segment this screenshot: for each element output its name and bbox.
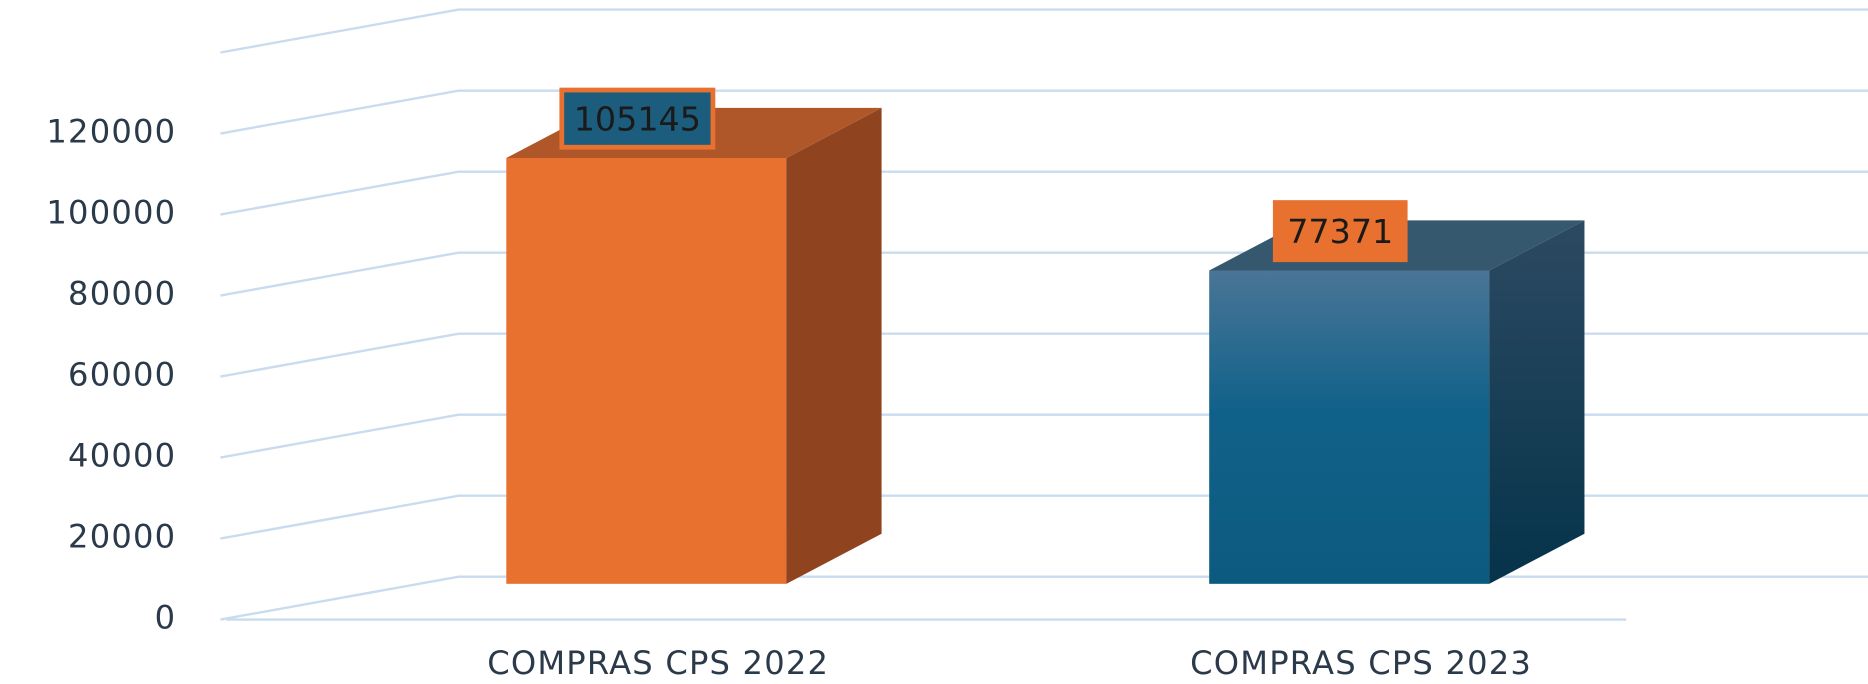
y-tick-label: 100000 [46, 194, 176, 232]
value-label-box [1272, 200, 1408, 263]
bar-side [786, 107, 882, 584]
bar-front [1209, 270, 1490, 584]
x-tick-label: COMPRAS CPS 2022 [487, 644, 829, 682]
bar-side [1489, 220, 1585, 584]
grid-line [220, 575, 1868, 621]
y-tick-label: 40000 [68, 437, 176, 475]
y-tick-label: 0 [155, 599, 177, 637]
y-tick-label: 120000 [46, 113, 176, 151]
grid-line [220, 251, 1868, 297]
grid-line [220, 332, 1868, 378]
value-label: 105145 [574, 100, 701, 139]
grid-line [220, 89, 1868, 135]
bar-front [506, 157, 787, 584]
grid-line [220, 8, 1868, 54]
value-label: 77371 [1287, 212, 1393, 251]
grid-line [220, 170, 1868, 216]
grid-line [220, 413, 1868, 459]
value-label-box [559, 87, 716, 150]
x-tick-label: COMPRAS CPS 2023 [1190, 644, 1532, 682]
grid-line [220, 494, 1868, 540]
y-tick-label: 60000 [68, 356, 176, 394]
y-tick-label: 80000 [68, 275, 176, 313]
y-tick-label: 20000 [68, 518, 176, 556]
